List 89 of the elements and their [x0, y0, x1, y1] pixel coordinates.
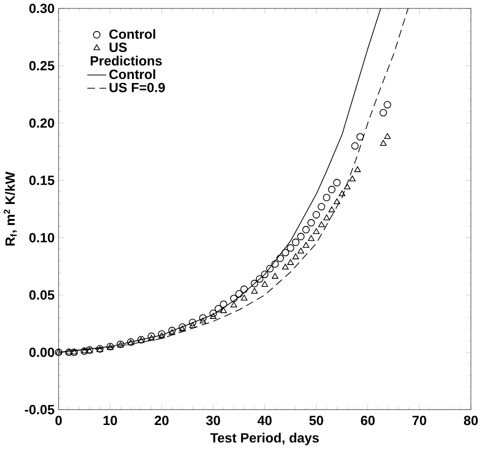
point [240, 286, 248, 294]
point [333, 178, 341, 186]
point [292, 238, 300, 246]
point [70, 348, 78, 354]
point [55, 348, 62, 354]
point [179, 326, 186, 332]
y-tick-label: 0.10 [29, 233, 54, 242]
point [230, 302, 238, 308]
point [380, 109, 388, 116]
point [328, 186, 336, 194]
point [200, 318, 206, 324]
point [189, 322, 196, 328]
point [188, 318, 196, 326]
point [54, 348, 62, 356]
point [266, 264, 274, 272]
point [344, 184, 350, 190]
point [318, 203, 326, 210]
point [318, 221, 325, 228]
point [210, 313, 216, 319]
point [276, 254, 284, 262]
legend-label: US [110, 42, 127, 52]
x-tick-label: 30 [206, 416, 220, 426]
x-tick-label: 10 [104, 416, 117, 426]
x-tick-label: 0 [55, 416, 62, 426]
x-tick-label: 20 [154, 416, 169, 426]
y-tick-label: 0.25 [29, 61, 54, 70]
point [297, 232, 305, 240]
y-tick-label: 0.05 [29, 290, 54, 300]
point [271, 260, 279, 268]
point [313, 228, 320, 234]
point [256, 275, 264, 283]
point [148, 332, 156, 340]
legend-label: Control [109, 69, 156, 80]
point [302, 226, 310, 234]
point [334, 198, 340, 204]
x-tick-label: 50 [309, 416, 324, 426]
point [261, 270, 268, 278]
point [70, 348, 78, 356]
point [178, 323, 186, 331]
y-tick-label: 0.00 [29, 348, 54, 358]
x-tick-label: 80 [464, 416, 478, 426]
point [351, 142, 359, 150]
point [307, 219, 315, 227]
point [380, 140, 387, 146]
point [251, 288, 258, 294]
point [384, 133, 391, 139]
x-tick-label: 60 [360, 416, 375, 426]
y-tick-label: -0.05 [24, 404, 54, 414]
point [148, 334, 155, 341]
legend-label: Control [109, 29, 156, 39]
point [298, 248, 304, 254]
point [282, 248, 290, 256]
point [168, 326, 176, 334]
legend-label: US F=0.9 [110, 82, 165, 92]
point [158, 330, 166, 338]
point [250, 280, 258, 288]
x-tick-label: 70 [412, 416, 426, 426]
point [66, 348, 72, 354]
point [230, 294, 238, 302]
point [220, 300, 228, 308]
point [168, 329, 176, 335]
point [349, 176, 356, 182]
point [286, 244, 294, 252]
point [210, 310, 217, 318]
y-tick-label: 0.20 [29, 118, 54, 128]
point [308, 235, 314, 241]
point [65, 348, 73, 356]
point [287, 259, 294, 265]
point [158, 332, 165, 338]
point [354, 166, 361, 172]
point [328, 206, 336, 212]
point [312, 211, 320, 219]
point [292, 253, 299, 260]
point [302, 242, 310, 248]
point [338, 190, 346, 196]
point [384, 101, 392, 108]
point [356, 133, 364, 141]
y-tick-label: 0.15 [29, 176, 54, 186]
point [261, 281, 268, 287]
point [272, 272, 278, 279]
x-tick-label: 40 [258, 416, 272, 426]
point [282, 264, 289, 270]
point [322, 194, 330, 202]
point [323, 214, 330, 220]
y-axis-title: R$_{f}$, m$^{2}$ K/kW [4, 172, 17, 246]
annotation: Predictions [90, 56, 162, 66]
point [199, 314, 207, 322]
x-axis-title: Test Period, days [210, 432, 319, 446]
y-tick-label: 0.30 [29, 4, 54, 14]
